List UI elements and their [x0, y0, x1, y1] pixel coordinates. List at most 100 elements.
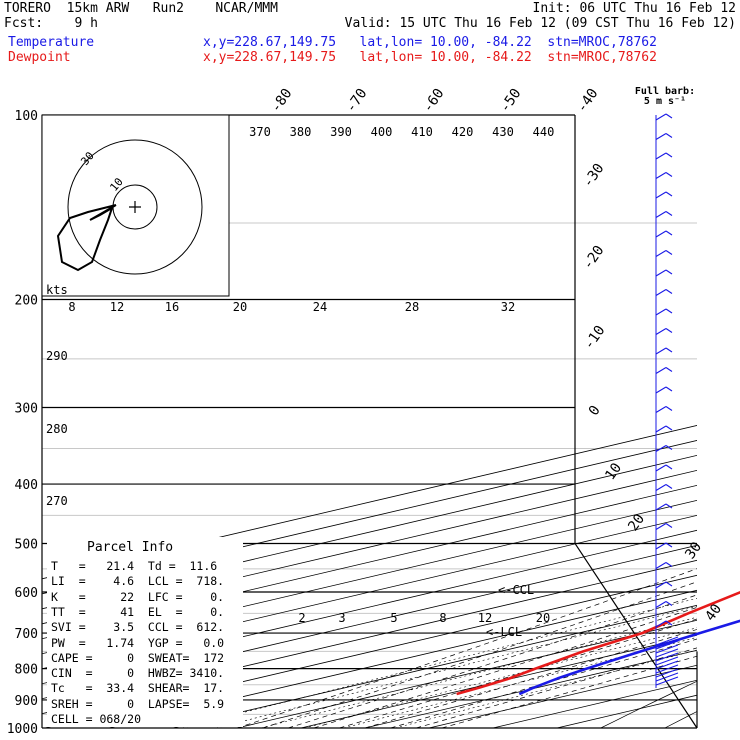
wind-barb	[655, 542, 673, 550]
parcel-info-row: CIN = 0 HWBZ= 3410.	[51, 666, 225, 681]
mixing-ratio-upper-label: 32	[501, 300, 515, 314]
parcel-info-row: T = 21.4 Td = 11.6	[51, 559, 218, 573]
wind-barbs: Full barb:5 m s⁻¹	[635, 86, 695, 688]
moist-adiabat	[313, 607, 697, 728]
right-temp-label: -30	[580, 161, 608, 191]
top-temp-label: -80	[268, 86, 296, 116]
mixing-ratio-label: 5	[390, 611, 397, 625]
moist-adiabat	[416, 647, 697, 728]
moist-adiabat	[262, 581, 697, 728]
isotherm	[107, 589, 697, 728]
parcel-info-row: CAPE = 0 SWEAT= 172	[51, 650, 225, 665]
wind-barb	[655, 191, 673, 199]
parcel-info-row: LI = 4.6 LCL = 718.	[51, 574, 225, 589]
mixing-ratio-upper-label: 12	[110, 300, 124, 314]
wind-barb	[655, 636, 679, 646]
mixing-ratio-upper-label: 8	[68, 300, 75, 314]
parcel-info-row: TT = 41 EL = 0.	[51, 604, 225, 619]
isotherm	[42, 559, 697, 715]
wind-barb	[655, 113, 673, 121]
isotherm	[363, 649, 697, 728]
theta-left-label: 290	[46, 349, 68, 363]
wind-barb	[655, 328, 673, 335]
dewpoint-station-info: x,y=228.67,149.75 lat,lon= 10.00, -84.22…	[203, 50, 657, 65]
mixing-ratio-line	[304, 627, 697, 728]
pressure-label: 900	[15, 694, 38, 709]
parcel-info-row: PW = 1.74 YGP = 0.0	[51, 635, 225, 650]
wind-barb	[655, 656, 679, 666]
wind-barb	[655, 652, 679, 662]
parcel-info-row: CELL = 068/20	[51, 712, 142, 726]
temperature-legend: Temperature	[8, 35, 95, 50]
moist-adiabat	[364, 629, 697, 728]
theta-label: 370	[249, 125, 271, 139]
pressure-label: 400	[15, 478, 38, 493]
isotherm	[42, 529, 697, 685]
right-temp-label: 10	[602, 460, 625, 483]
wind-barb	[655, 664, 679, 674]
right-temp-label: 0	[586, 403, 604, 419]
mixing-ratio-upper-label: 28	[405, 300, 419, 314]
wind-barb	[655, 172, 673, 179]
wind-barb	[655, 269, 673, 277]
mixing-ratio-label: 8	[439, 611, 446, 625]
pressure-label: 300	[15, 401, 38, 416]
parcel-info-row: SVI = 3.5 CCL = 612.	[51, 620, 225, 635]
parcel-info-row: SREH = 0 LAPSE= 5.9	[51, 696, 225, 711]
wind-barb	[655, 668, 679, 678]
parcel-info-title: Parcel Info	[87, 540, 174, 555]
wind-barb	[655, 464, 673, 472]
forecast-hour: Fcst: 9 h	[4, 16, 98, 31]
top-temp-label: -70	[343, 86, 371, 116]
init-time: Init: 06 UTC Thu 16 Feb 12	[532, 1, 737, 16]
isotherm	[171, 604, 697, 728]
wind-barb	[655, 289, 673, 296]
top-temp-label: -50	[497, 86, 525, 116]
theta-label: 390	[330, 125, 352, 139]
wind-barb	[655, 230, 673, 238]
right-temp-label: -20	[580, 243, 608, 273]
mixing-ratio-upper-label: 16	[165, 300, 179, 314]
wind-barb	[655, 406, 673, 413]
ccl-marker: <-CCL	[498, 583, 534, 597]
theta-label: 400	[371, 125, 393, 139]
wind-barb	[655, 672, 679, 682]
mixing-ratio-label: 20	[536, 611, 550, 625]
mixing-ratio-line	[182, 597, 697, 728]
wind-barb	[655, 250, 673, 257]
temperature-line	[518, 619, 740, 696]
mixing-ratio-upper-label: 24	[313, 300, 327, 314]
right-temp-label: 30	[682, 539, 705, 562]
theta-left-label: 280	[46, 422, 68, 436]
wind-barb	[655, 367, 673, 374]
wind-barb-title: Full barb:	[635, 86, 695, 97]
theta-label: 420	[452, 125, 474, 139]
pressure-label: 100	[15, 109, 38, 124]
wind-barb	[655, 211, 673, 218]
top-temp-label: -40	[574, 86, 602, 116]
mixing-ratio-label: 12	[478, 611, 492, 625]
mixing-ratio-label: 3	[338, 611, 345, 625]
top-temp-label: -60	[420, 86, 448, 116]
isotherm	[42, 544, 697, 700]
right-temp-label: -10	[581, 323, 609, 353]
lcl-marker: <-LCL	[486, 625, 522, 639]
pressure-label: 1000	[7, 722, 38, 737]
mixing-ratio-line	[215, 606, 697, 728]
wind-barb	[655, 445, 673, 452]
wind-barb-unit: 5 m s⁻¹	[644, 96, 686, 107]
pressure-label: 600	[15, 586, 38, 601]
parcel-info-box: Parcel Info T = 21.4 Td = 11.6 LI = 4.6 L…	[47, 537, 243, 727]
pressure-label: 700	[15, 627, 38, 642]
pressure-label: 800	[15, 663, 38, 678]
right-temp-label: 40	[702, 601, 725, 624]
wind-barb	[655, 386, 673, 394]
moist-adiabat	[288, 594, 697, 728]
pressure-label: 200	[15, 294, 38, 309]
wind-barb	[655, 562, 673, 569]
wind-barb	[655, 503, 673, 511]
parcel-info-row: Tc = 33.4 SHEAR= 17.	[51, 681, 225, 696]
wind-barb	[655, 425, 673, 433]
temperature-station-info: x,y=228.67,149.75 lat,lon= 10.00, -84.22…	[203, 35, 657, 50]
